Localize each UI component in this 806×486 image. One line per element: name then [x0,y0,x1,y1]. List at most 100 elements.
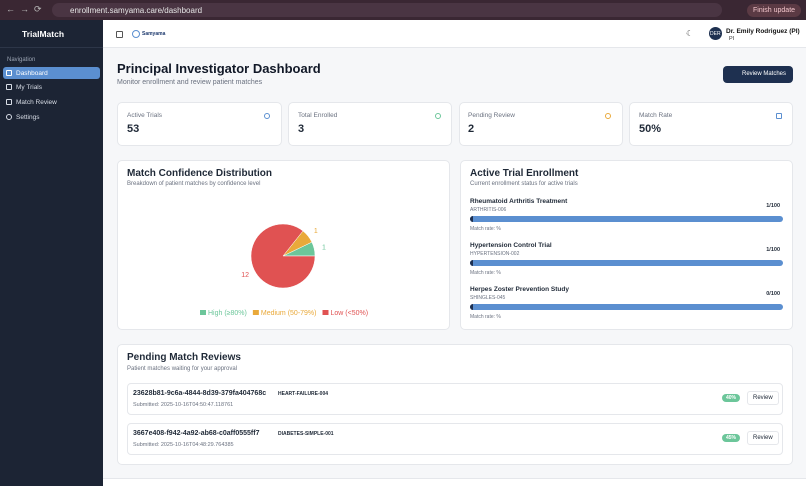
legend-label: Medium (50-79%) [261,310,317,317]
stat-icon [435,113,441,119]
nav-buttons: ← → ⟳ [6,4,42,14]
topbar: Samyama ☾ DER Dr. Emily Rodriguez (PI) P… [103,20,806,48]
stat-value: 53 [127,123,140,135]
review-submitted: Submitted: 2025-10-16T04:48:29.764385 [133,442,234,448]
avatar[interactable] [709,27,722,40]
stat-label: Active Trials [127,112,163,119]
stat-icon [776,113,782,119]
nav-active-bg [3,67,100,79]
trial-list: Rheumatoid Arthritis Treatment ARTHRITIS-… [470,198,783,323]
card-subtitle: Breakdown of patient matches by confiden… [127,181,261,187]
trial-name: Hypertension Control Trial [470,242,552,249]
slice-label: 12 [241,272,249,279]
progress-cap [470,216,473,222]
trial-code: SHINGLES-045 [470,295,506,301]
match-rate: Match rate: % [470,314,501,320]
trial-code: HYPERTENSION-002 [470,251,520,257]
review-button[interactable] [723,66,793,83]
review-submitted: Submitted: 2025-10-16T04:50:47.118761 [133,402,234,408]
sidebar: TrialMatch Navigation Dashboard My Trial… [0,20,103,486]
divider [0,47,103,48]
slice-label: 1 [314,228,318,235]
progress-track [470,216,783,222]
page-subtitle: Monitor enrollment and review patient ma… [117,79,263,86]
legend-swatch [322,310,329,315]
stat-icon [605,113,611,119]
stat-value: 2 [468,123,475,135]
trial-name: Rheumatoid Arthritis Treatment [470,198,568,205]
review-row [127,383,783,415]
trial-count: 1/100 [766,247,780,253]
address-bar[interactable] [52,3,722,17]
icon [6,114,12,120]
nav-item[interactable]: Settings [16,114,40,121]
review-trial: DIABETES-SIMPLE-001 [278,431,334,437]
card-title: Pending Match Reviews [127,352,241,363]
logo: Samyama [142,31,166,37]
stat-value: 50% [639,123,662,135]
card-subtitle: Patient matches waiting for your approva… [127,366,238,372]
card-title: Match Confidence Distribution [127,168,272,179]
sidebar-toggle[interactable] [116,31,123,38]
pie-chart: 1 1 12 High (≥80%) Medium (50-79%) Low (<50%) [200,223,368,317]
update-text: Finish update [753,7,796,14]
review-trial: HEART-FAILURE-004 [278,391,329,397]
nav-icons [6,70,12,120]
review-action[interactable]: Review [747,431,779,445]
match-rate: Match rate: % [470,226,501,232]
trial-name: Herpes Zoster Prevention Study [470,286,569,293]
stat-card [459,102,623,146]
progress-track [470,260,783,266]
browser-bar: ← → ⟳ enrollment.samyama.care/dashboard … [0,0,806,20]
update-button[interactable] [747,4,801,17]
trial-code: ARTHRITIS-006 [470,207,507,213]
section-label: Navigation [7,57,36,63]
nav-item[interactable]: Dashboard [16,70,48,77]
stat-icon [264,113,270,119]
stat-label: Match Rate [639,112,673,119]
review-id: 3667e408-f942-4a92-ab68-c0aff0555ff7 [133,430,260,437]
user-name: Dr. Emily Rodriguez (PI) [726,28,800,35]
progress-cap [470,304,473,310]
icon [6,84,12,90]
pie-slice [250,223,316,289]
stat-label: Total Enrolled [298,112,338,119]
score-badge: 40% [722,394,741,402]
logo-mark [132,30,140,38]
nav-item[interactable]: My Trials [16,84,42,91]
match-rate: Match rate: % [470,270,501,276]
brand: TrialMatch [22,29,65,39]
legend-swatch [252,310,259,315]
icon [6,70,12,76]
page-title: Principal Investigator Dashboard [117,61,321,76]
progress-track [470,304,783,310]
user-role: PI [729,36,735,42]
slice-label: 1 [322,245,326,252]
legend-label: High (≥80%) [208,310,247,317]
nav-item[interactable]: Match Review [16,99,57,106]
progress-cap [470,260,473,266]
stat-card [117,102,282,146]
score-badge: 45% [722,434,741,442]
footer-strip [103,478,806,486]
stat-value: 3 [298,123,305,135]
initials: DER [710,31,721,37]
theme-toggle[interactable]: ☾ [686,29,694,38]
stat-label: Pending Review [468,112,515,119]
review-list: 23628b81-9c6a-4844-8d39-379fa404768c HEAR… [127,383,783,458]
legend-swatch [200,310,206,315]
card-title: Active Trial Enrollment [470,168,579,179]
trial-count: 1/100 [766,203,780,209]
review-button-text: Review Matches [742,71,787,77]
icon [6,99,12,105]
url: enrollment.samyama.care/dashboard [70,6,203,15]
stat-card [288,102,452,146]
review-id: 23628b81-9c6a-4844-8d39-379fa404768c [133,390,267,397]
review-row [127,423,783,455]
review-action[interactable]: Review [747,391,779,405]
trial-count: 0/100 [766,291,780,297]
card-subtitle: Current enrollment status for active tri… [470,181,578,187]
enrollment-card [460,160,793,330]
